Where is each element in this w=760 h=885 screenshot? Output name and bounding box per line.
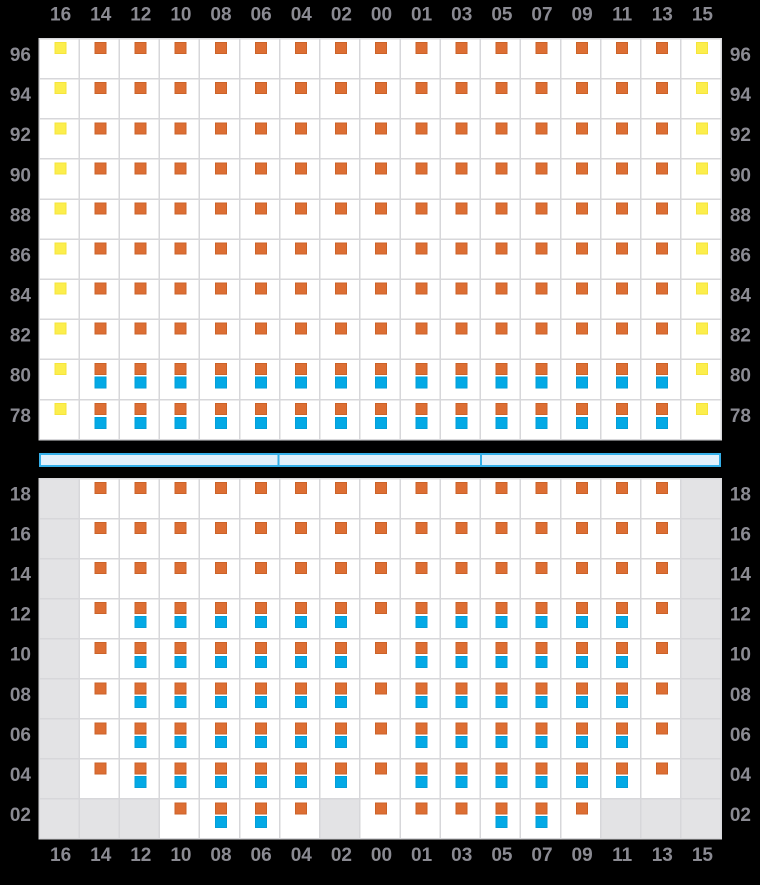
svg-text:01: 01 [411,845,433,866]
svg-text:92: 92 [10,125,31,146]
svg-text:18: 18 [730,485,751,506]
svg-text:92: 92 [730,125,751,146]
svg-text:15: 15 [692,845,714,866]
svg-text:04: 04 [291,845,313,866]
svg-text:16: 16 [730,525,751,546]
svg-text:13: 13 [652,845,673,866]
svg-text:14: 14 [90,5,112,26]
svg-text:13: 13 [652,5,673,26]
svg-text:78: 78 [10,406,31,427]
svg-text:12: 12 [730,605,751,626]
svg-text:16: 16 [50,5,71,26]
svg-text:03: 03 [451,5,472,26]
svg-text:10: 10 [730,645,751,666]
svg-text:10: 10 [170,845,191,866]
svg-text:09: 09 [572,845,593,866]
svg-text:06: 06 [251,5,272,26]
svg-text:16: 16 [10,525,31,546]
svg-text:80: 80 [10,366,31,387]
svg-text:90: 90 [10,165,31,186]
svg-text:05: 05 [491,845,513,866]
svg-text:82: 82 [10,326,31,347]
svg-text:00: 00 [371,845,392,866]
svg-text:08: 08 [730,685,751,706]
svg-text:84: 84 [10,286,32,307]
svg-text:78: 78 [730,406,751,427]
svg-text:96: 96 [730,45,751,66]
svg-text:16: 16 [50,845,71,866]
svg-text:15: 15 [692,5,714,26]
svg-text:02: 02 [331,845,352,866]
svg-text:94: 94 [730,85,752,106]
svg-text:90: 90 [730,165,751,186]
svg-text:06: 06 [251,845,272,866]
svg-text:14: 14 [90,845,112,866]
svg-text:07: 07 [531,5,552,26]
svg-text:08: 08 [210,5,231,26]
svg-text:04: 04 [730,765,752,786]
svg-text:08: 08 [210,845,231,866]
svg-text:05: 05 [491,5,513,26]
svg-text:94: 94 [10,85,32,106]
svg-text:18: 18 [10,485,31,506]
svg-text:02: 02 [331,5,352,26]
svg-text:11: 11 [612,5,633,26]
svg-text:82: 82 [730,326,751,347]
svg-text:07: 07 [531,845,552,866]
svg-text:06: 06 [10,725,31,746]
svg-text:11: 11 [612,845,633,866]
svg-text:00: 00 [371,5,392,26]
svg-text:14: 14 [730,565,752,586]
svg-text:86: 86 [10,246,31,267]
svg-text:88: 88 [730,205,751,226]
svg-text:12: 12 [10,605,31,626]
svg-text:04: 04 [10,765,32,786]
svg-text:84: 84 [730,286,752,307]
svg-text:06: 06 [730,725,751,746]
svg-text:01: 01 [411,5,433,26]
svg-text:02: 02 [10,805,31,826]
svg-text:88: 88 [10,205,31,226]
svg-text:14: 14 [10,565,32,586]
svg-text:04: 04 [291,5,313,26]
svg-text:12: 12 [130,5,151,26]
svg-text:10: 10 [10,645,31,666]
svg-text:10: 10 [170,5,191,26]
svg-text:09: 09 [572,5,593,26]
svg-text:03: 03 [451,845,472,866]
svg-text:96: 96 [10,45,31,66]
svg-text:08: 08 [10,685,31,706]
svg-text:86: 86 [730,246,751,267]
svg-text:02: 02 [730,805,751,826]
svg-text:12: 12 [130,845,151,866]
svg-text:80: 80 [730,366,751,387]
